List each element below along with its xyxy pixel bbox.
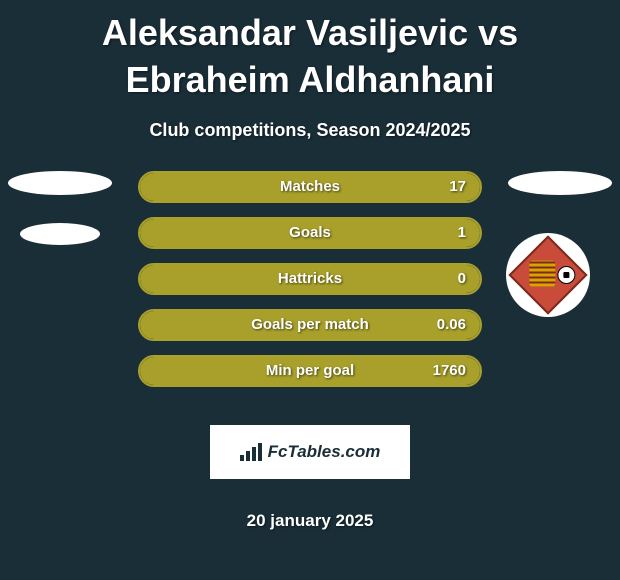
player1-club-placeholder	[20, 223, 100, 245]
stat-label: Matches	[280, 178, 340, 195]
brand-text: FcTables.com	[268, 442, 381, 462]
brand-box[interactable]: FcTables.com	[210, 425, 410, 479]
stat-value: 1	[458, 224, 466, 241]
stat-value: 0	[458, 270, 466, 287]
stat-value: 1760	[433, 362, 466, 379]
badge-stripes-icon	[529, 260, 555, 286]
player2-club-badge	[506, 233, 590, 317]
stat-row: Goals per match 0.06	[138, 309, 482, 341]
date-text: 20 january 2025	[247, 511, 374, 531]
bar-chart-icon	[240, 443, 262, 461]
stats-area: Matches 17 Goals 1 Hattricks 0 Goals per…	[0, 171, 620, 531]
club-badge-diamond	[508, 235, 587, 314]
stat-value: 17	[449, 178, 466, 195]
infographic-container: Aleksandar Vasiljevic vs Ebraheim Aldhan…	[0, 0, 620, 531]
stat-row: Min per goal 1760	[138, 355, 482, 387]
stat-label: Min per goal	[266, 362, 354, 379]
page-title: Aleksandar Vasiljevic vs Ebraheim Aldhan…	[0, 10, 620, 104]
subtitle: Club competitions, Season 2024/2025	[149, 120, 470, 141]
soccer-ball-icon	[557, 266, 575, 284]
player1-silhouette-placeholder	[8, 171, 112, 195]
stat-label: Goals	[289, 224, 331, 241]
stat-row: Hattricks 0	[138, 263, 482, 295]
stat-value: 0.06	[437, 316, 466, 333]
stat-label: Hattricks	[278, 270, 342, 287]
player2-silhouette-placeholder	[508, 171, 612, 195]
stat-row: Matches 17	[138, 171, 482, 203]
stat-row: Goals 1	[138, 217, 482, 249]
stat-label: Goals per match	[251, 316, 369, 333]
